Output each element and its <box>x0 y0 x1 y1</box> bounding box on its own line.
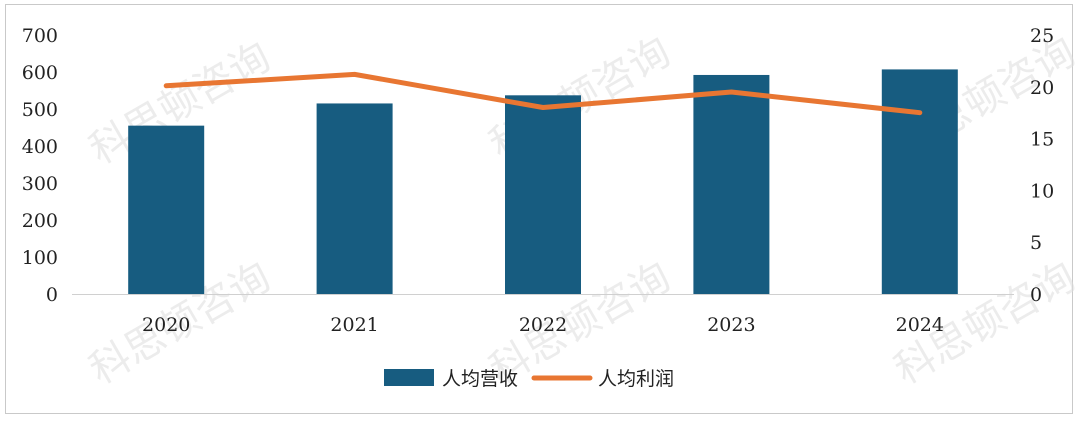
left-axis-tick-label: 100 <box>22 247 58 269</box>
left-axis-tick-label: 200 <box>22 210 58 232</box>
chart-frame <box>5 4 1073 414</box>
legend-label-line: 人均利润 <box>598 368 674 390</box>
left-axis-tick-label: 500 <box>22 99 58 121</box>
left-axis-tick-label: 600 <box>22 62 58 84</box>
right-axis-ticks: 0 5 10 15 20 25 <box>1030 25 1054 306</box>
left-axis-tick-label: 400 <box>22 136 58 158</box>
left-axis-tick-label: 300 <box>22 173 58 195</box>
bar-series <box>128 69 958 295</box>
right-axis-tick-label: 15 <box>1030 129 1054 151</box>
right-axis-tick-label: 5 <box>1030 232 1042 254</box>
left-axis-ticks: 0 100 200 300 400 500 600 700 <box>22 25 58 306</box>
legend-label-bar: 人均营收 <box>442 368 518 390</box>
right-axis-tick-label: 10 <box>1030 180 1054 202</box>
line-series <box>163 71 923 116</box>
bar-2023 <box>693 74 770 295</box>
x-axis-tick-label: 2022 <box>519 314 567 336</box>
x-axis-tick-label: 2021 <box>330 314 378 336</box>
legend-swatch-bar <box>384 369 434 386</box>
left-axis-tick-label: 0 <box>46 284 58 306</box>
x-axis-tick-label: 2023 <box>707 314 755 336</box>
bar-2021 <box>316 103 393 294</box>
right-axis-tick-label: 0 <box>1030 284 1042 306</box>
right-axis-tick-label: 25 <box>1030 25 1054 47</box>
legend: 人均营收 人均利润 <box>384 368 674 390</box>
left-axis-tick-label: 700 <box>22 25 58 47</box>
right-axis-tick-label: 20 <box>1030 77 1054 99</box>
x-axis-tick-label: 2020 <box>142 314 190 336</box>
bar-2020 <box>128 125 205 295</box>
bar-2022 <box>505 95 581 294</box>
x-axis-tick-label: 2024 <box>896 314 944 336</box>
bar-2024 <box>881 69 958 294</box>
x-axis-ticks: 2020 2021 2022 2023 2024 <box>142 314 944 336</box>
